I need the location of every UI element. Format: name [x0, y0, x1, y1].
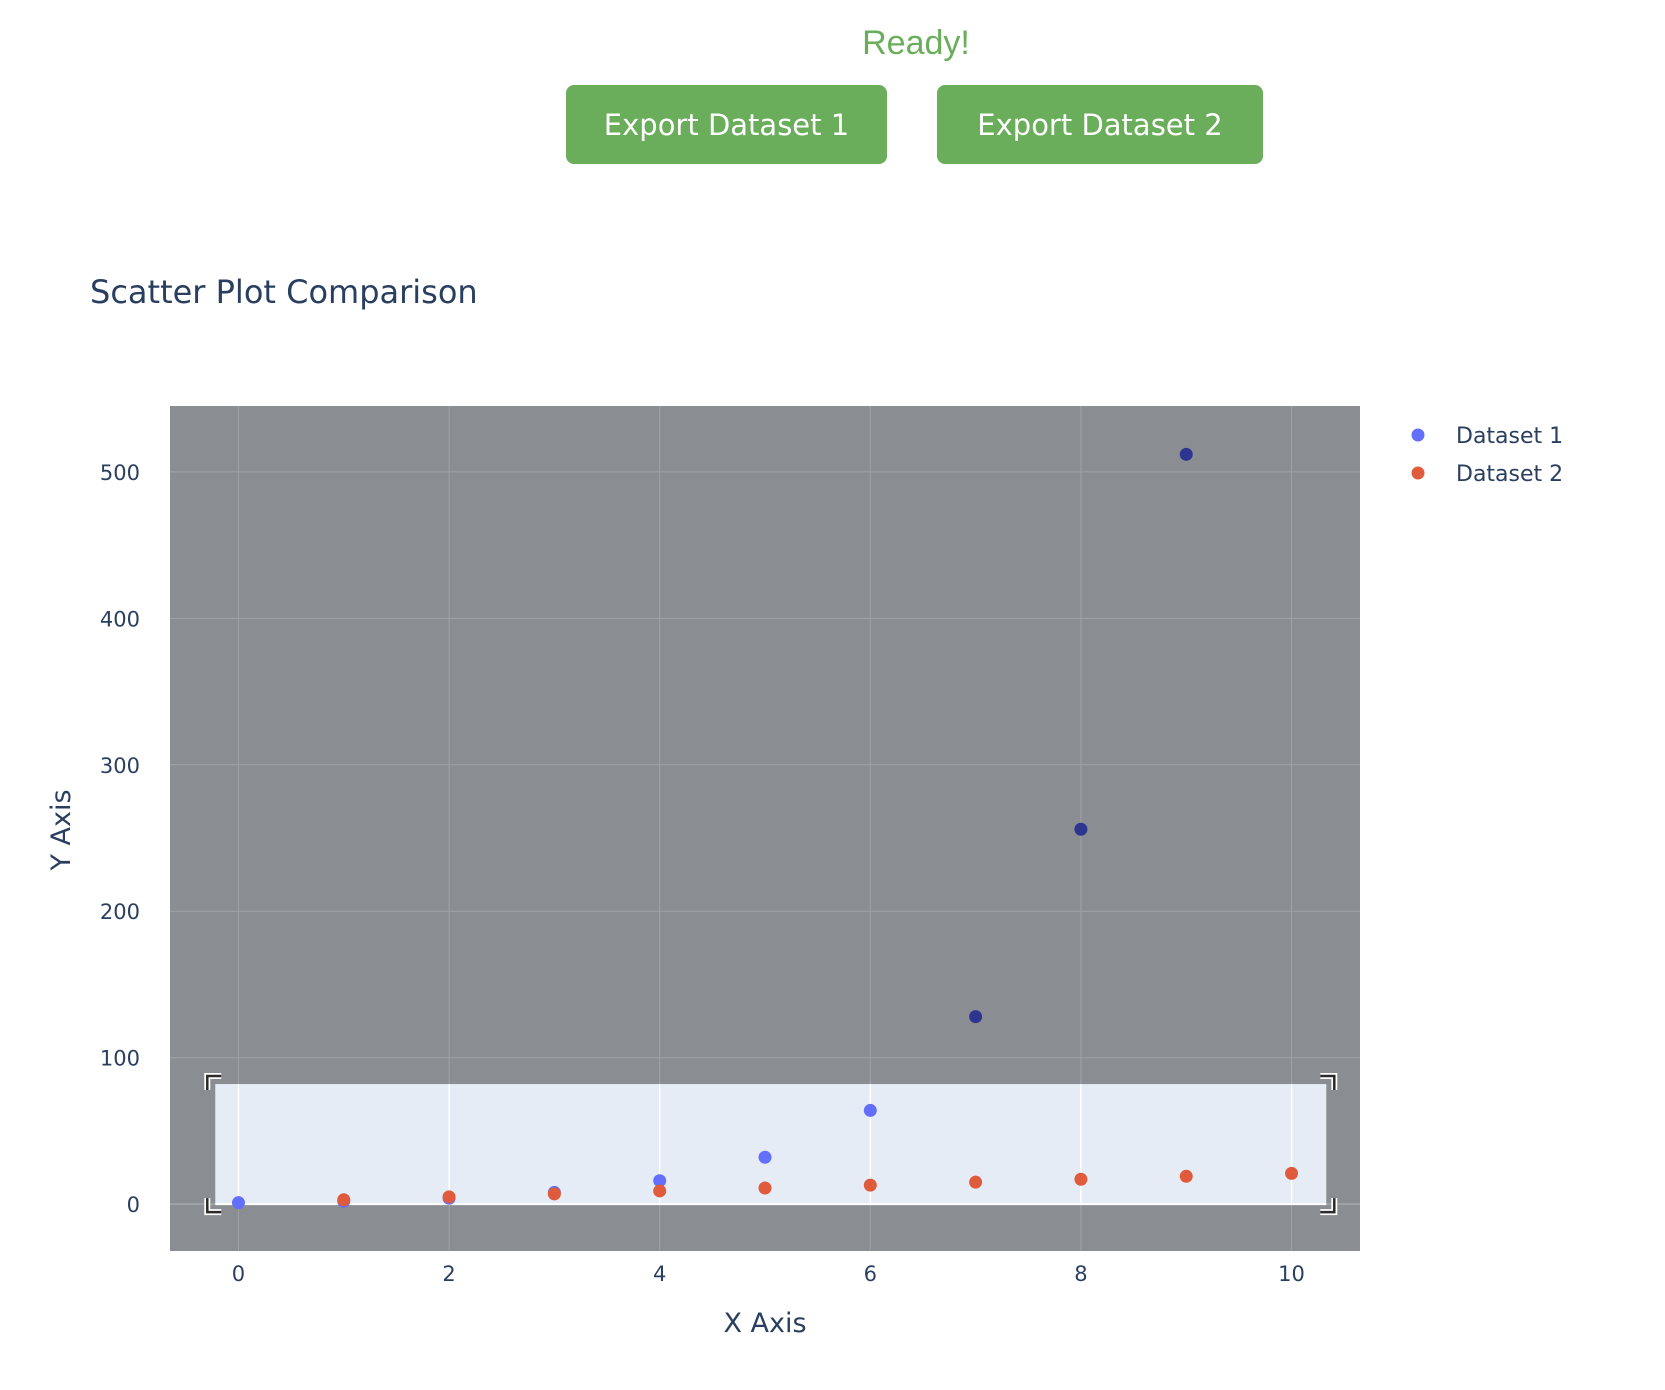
- y-tick-label: 200: [100, 900, 140, 924]
- dataset-1-point: [1074, 822, 1088, 836]
- dataset-2-point: [547, 1187, 561, 1201]
- selection-box[interactable]: [215, 1084, 1327, 1205]
- x-tick-label: 10: [1278, 1262, 1305, 1286]
- selection-handles[interactable]: [204, 1073, 1338, 1216]
- x-tick-labels: 0 2 4 6 8 10: [232, 1262, 1305, 1286]
- selection-handle: [1320, 1074, 1336, 1091]
- y-axis-label: Y Axis: [46, 789, 77, 871]
- dataset-1-point: [653, 1174, 667, 1188]
- x-tick-label: 6: [864, 1262, 877, 1286]
- legend-marker: [1411, 428, 1425, 442]
- x-tick-label: 0: [232, 1262, 245, 1286]
- y-tick-labels: 0 100 200 300 400 500: [100, 461, 140, 1217]
- x-tick-label: 2: [442, 1262, 455, 1286]
- dataset-2-point: [442, 1190, 456, 1204]
- dataset-2-point: [1074, 1172, 1088, 1186]
- dataset-2-point: [337, 1193, 351, 1207]
- x-tick-label: 4: [653, 1262, 666, 1286]
- x-axis-label: X Axis: [723, 1308, 806, 1339]
- selection-handle: [206, 1198, 222, 1214]
- export-dataset-1-button[interactable]: Export Dataset 1: [566, 85, 887, 164]
- status-text: Ready!: [862, 24, 970, 62]
- legend[interactable]: Dataset 1 Dataset 2: [1411, 424, 1564, 487]
- legend-label: Dataset 2: [1456, 462, 1563, 487]
- selection-handle: [206, 1074, 222, 1091]
- export-dataset-2-button[interactable]: Export Dataset 2: [937, 85, 1263, 164]
- data-points: [231, 447, 1299, 1210]
- dataset-1-point: [863, 1103, 877, 1117]
- legend-marker: [1411, 466, 1425, 480]
- y-tick-label: 500: [100, 461, 140, 485]
- dataset-2-point: [1285, 1166, 1299, 1180]
- selection-handle: [1320, 1198, 1336, 1214]
- y-tick-label: 300: [100, 754, 140, 778]
- dataset-2-point: [1179, 1169, 1193, 1183]
- dataset-2-point: [758, 1181, 772, 1195]
- dataset-2-point: [863, 1178, 877, 1192]
- chart-title: Scatter Plot Comparison: [90, 273, 478, 311]
- x-tick-label: 8: [1074, 1262, 1087, 1286]
- y-tick-label: 0: [127, 1193, 140, 1217]
- dataset-2-point: [653, 1184, 667, 1198]
- legend-label: Dataset 1: [1456, 424, 1563, 449]
- dataset-1-point: [231, 1196, 245, 1210]
- dataset-1-point: [969, 1010, 983, 1024]
- y-tick-label: 400: [100, 607, 140, 631]
- y-tick-label: 100: [100, 1047, 140, 1071]
- dataset-1-point: [758, 1150, 772, 1164]
- dataset-1-point: [1179, 447, 1193, 461]
- dataset-2-point: [969, 1175, 983, 1189]
